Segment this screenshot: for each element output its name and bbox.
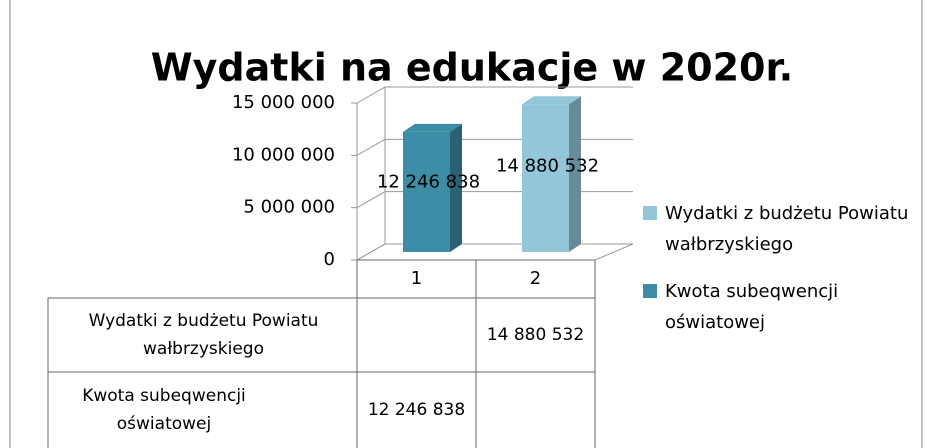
grid-line bbox=[356, 138, 633, 156]
bar-face bbox=[403, 131, 450, 252]
bar-face bbox=[569, 96, 581, 253]
chart-title: Wydatki na edukacje w 2020r. bbox=[151, 46, 794, 90]
x-tick-label: 1 bbox=[411, 268, 422, 289]
legend-label: Kwota subeqwencji oświatowej bbox=[665, 281, 839, 333]
y-tick-label: 15 000 000 bbox=[232, 92, 335, 113]
data-label: 12 246 838 bbox=[377, 171, 480, 192]
bar-face bbox=[403, 123, 462, 132]
bar bbox=[522, 96, 581, 253]
y-tick-label: 0 bbox=[324, 249, 335, 270]
grid-line bbox=[356, 191, 633, 209]
legend-swatch bbox=[643, 284, 657, 298]
grid-line bbox=[356, 86, 633, 104]
bar bbox=[403, 123, 462, 252]
grid-line bbox=[356, 243, 633, 261]
bar-face bbox=[450, 123, 462, 252]
bar-face bbox=[522, 96, 581, 105]
table-value: 12 246 838 bbox=[367, 400, 466, 420]
table-value: 14 880 532 bbox=[486, 325, 585, 345]
data-label: 14 880 532 bbox=[496, 155, 599, 176]
legend-label: Wydatki z budżetu Powiatu wałbrzyskiego bbox=[665, 203, 909, 255]
legend-swatch bbox=[643, 206, 657, 220]
y-tick-label: 5 000 000 bbox=[243, 197, 335, 218]
chart-frame bbox=[9, 0, 923, 448]
table-row-label: Kwota subeqwencji oświatowej bbox=[82, 386, 246, 434]
x-tick-label: 2 bbox=[530, 268, 541, 289]
table-row-label: Wydatki z budżetu Powiatu wałbrzyskiego bbox=[88, 311, 319, 359]
floor bbox=[355, 243, 634, 261]
bar-face bbox=[522, 104, 569, 253]
y-tick-label: 10 000 000 bbox=[232, 144, 335, 165]
